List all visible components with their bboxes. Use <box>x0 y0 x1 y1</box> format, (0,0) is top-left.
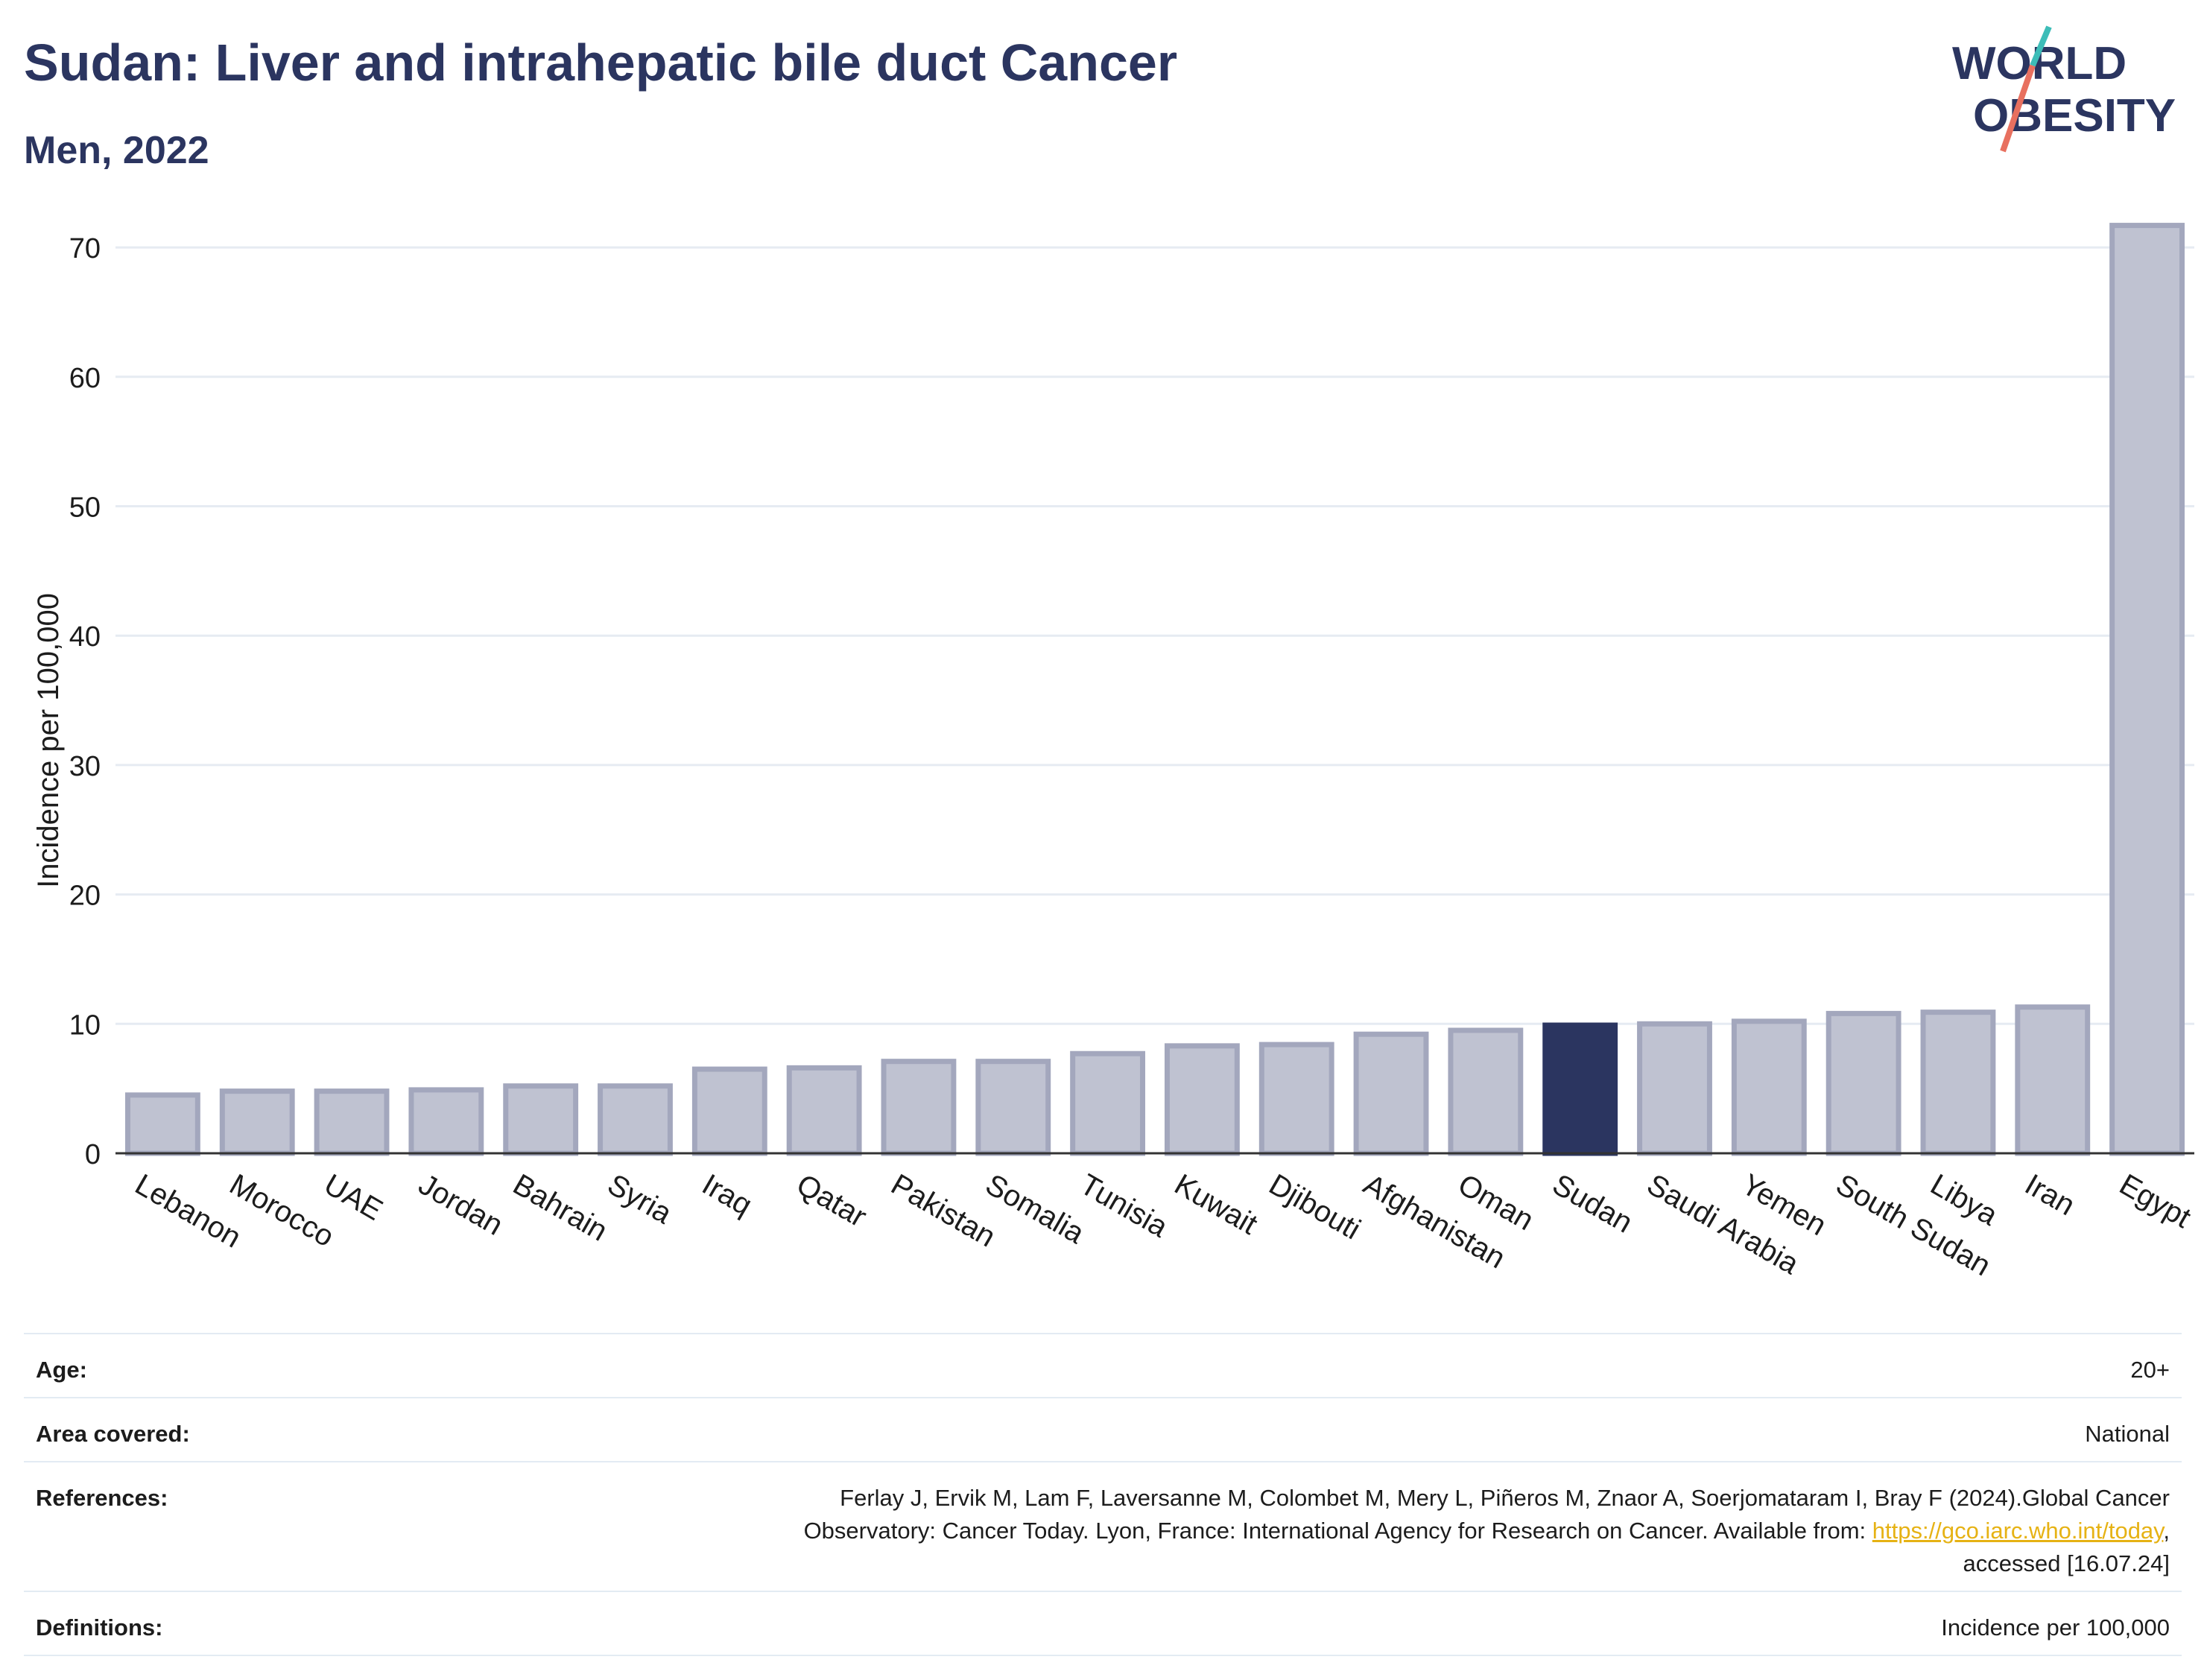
references-value: Ferlay J, Ervik M, Lam F, Laversanne M, … <box>495 1461 2182 1591</box>
x-tick-label: Lebanon <box>130 1168 247 1255</box>
x-tick-label: Somalia <box>980 1168 1090 1251</box>
bar-jordan <box>408 1087 484 1156</box>
x-tick-label: Sudan <box>1547 1168 1638 1240</box>
bar-bahrain <box>503 1083 579 1156</box>
bar-djibouti <box>1258 1042 1334 1156</box>
y-tick-label: 50 <box>69 492 101 524</box>
x-tick-label: Pakistan <box>885 1168 1001 1254</box>
x-tick-label: Bahrain <box>507 1168 612 1248</box>
y-tick-label: 30 <box>69 751 101 782</box>
bar-iraq <box>691 1066 767 1156</box>
logo-slash-coral <box>2000 64 2036 153</box>
definitions-value: Incidence per 100,000 <box>495 1591 2182 1656</box>
area-label: Area covered: <box>24 1397 495 1462</box>
bar-south-sudan <box>1825 1010 1901 1156</box>
y-tick-label: 70 <box>69 233 101 264</box>
y-tick-label: 0 <box>85 1139 101 1170</box>
x-tick-label: Qatar <box>791 1168 873 1234</box>
x-tick-label: UAE <box>319 1168 388 1227</box>
bar-morocco <box>219 1088 295 1156</box>
bar-pakistan <box>881 1059 957 1156</box>
definitions-label: Definitions: <box>24 1591 495 1656</box>
x-tick-label: Egypt <box>2114 1168 2197 1234</box>
bar-afghanistan <box>1353 1031 1429 1156</box>
bar-yemen <box>1731 1018 1807 1156</box>
world-obesity-logo: WORLD OBESITY <box>1952 25 2176 153</box>
references-line-1: Ferlay J, Ervik M, Lam F, Laversanne M, … <box>840 1485 2170 1511</box>
y-axis-label: Incidence per 100,000 <box>32 593 65 888</box>
meta-row-area: Area covered: National <box>24 1397 2182 1462</box>
x-tick-label: Morocco <box>224 1168 340 1254</box>
area-value: National <box>495 1397 2182 1462</box>
bar-qatar <box>786 1065 862 1156</box>
gridlines <box>115 246 2194 1025</box>
chart-subtitle: Men, 2022 <box>24 129 209 172</box>
y-tick-label: 40 <box>69 621 101 653</box>
references-link[interactable]: https://gco.iarc.who.int/today <box>1872 1518 2164 1544</box>
age-value: 20+ <box>495 1333 2182 1398</box>
x-tick-label: Iran <box>2019 1168 2080 1223</box>
references-line-2-text: Observatory: Cancer Today. Lyon, France:… <box>803 1518 1872 1544</box>
bar-syria <box>598 1083 673 1156</box>
y-tick-label: 60 <box>69 363 101 394</box>
bar-iran <box>2015 1004 2091 1156</box>
bar-oman <box>1448 1027 1524 1156</box>
x-tick-label: Tunisia <box>1074 1168 1174 1244</box>
bar-sudan <box>1542 1022 1618 1156</box>
bar-kuwait <box>1164 1043 1240 1156</box>
bar-tunisia <box>1070 1050 1146 1156</box>
x-tick-label: Syria <box>602 1168 678 1231</box>
y-tick-labels: 0 10 20 30 40 50 60 70 <box>69 233 101 1170</box>
x-tick-label: Kuwait <box>1169 1168 1263 1241</box>
y-tick-label: 20 <box>69 881 101 912</box>
bars <box>124 223 2185 1156</box>
bar-libya <box>1920 1009 1996 1156</box>
chart-title: Sudan: Liver and intrahepatic bile duct … <box>24 34 1178 92</box>
x-tick-label: Jordan <box>413 1168 508 1242</box>
bar-lebanon <box>124 1092 200 1156</box>
age-label: Age: <box>24 1333 495 1398</box>
bar-saudi-arabia <box>1637 1021 1712 1156</box>
references-line-2-end: , <box>2163 1518 2170 1544</box>
references-label: References: <box>24 1461 495 1591</box>
meta-row-definitions: Definitions: Incidence per 100,000 <box>24 1591 2182 1656</box>
x-tick-label: Djibouti <box>1264 1168 1367 1246</box>
logo-slash-teal <box>2030 25 2052 67</box>
bar-uae <box>314 1088 390 1156</box>
meta-row-references: References: Ferlay J, Ervik M, Lam F, La… <box>24 1461 2182 1591</box>
bar-somalia <box>975 1059 1051 1156</box>
x-tick-label: Iraq <box>697 1168 758 1223</box>
meta-row-age: Age: 20+ <box>24 1333 2182 1398</box>
y-tick-label: 10 <box>69 1009 101 1041</box>
bar-egypt <box>2109 223 2185 1156</box>
references-line-2: Observatory: Cancer Today. Lyon, France:… <box>507 1515 2170 1547</box>
references-line-3: accessed [16.07.24] <box>1963 1550 2170 1576</box>
metadata-table: Age: 20+ Area covered: National Referenc… <box>24 1333 2182 1656</box>
